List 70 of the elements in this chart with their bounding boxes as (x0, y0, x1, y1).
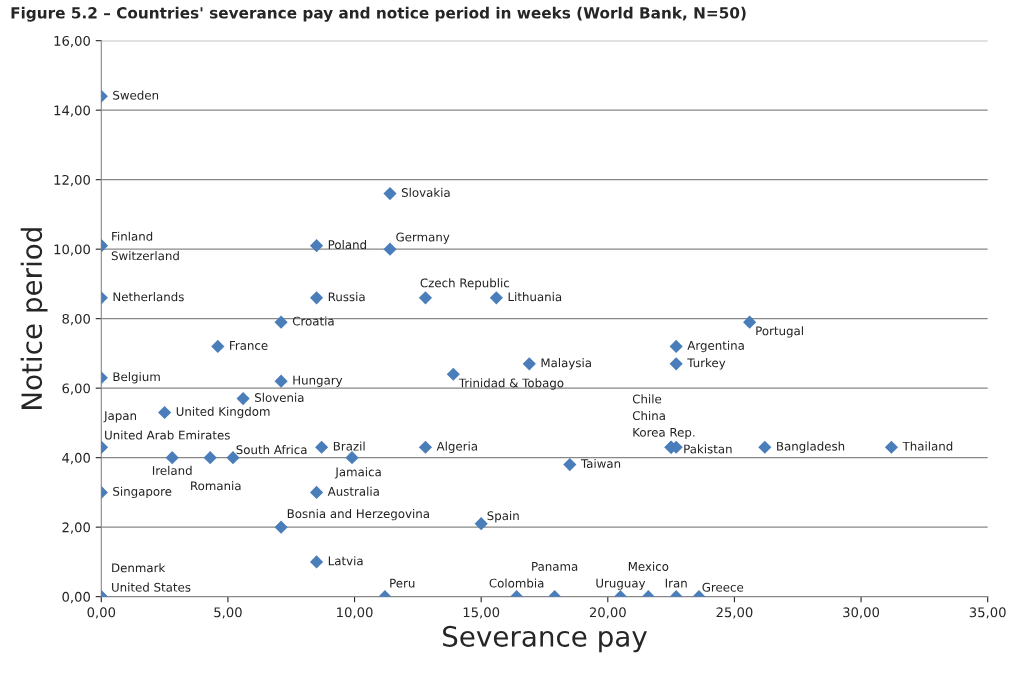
data-label: Malaysia (541, 358, 591, 370)
y-tick-label: 4,00 (62, 452, 91, 465)
data-label: Switzerland (111, 251, 179, 261)
data-label: Romania (191, 481, 241, 491)
data-label: Uruguay (596, 578, 646, 590)
data-label: South Africa (236, 444, 307, 455)
y-tick-label: 2,00 (62, 522, 91, 534)
y-tick-label: 10,00 (54, 244, 91, 256)
data-label: Algeria (436, 441, 477, 453)
x-tick-label: 25,00 (716, 607, 753, 619)
data-label: Croatia (292, 316, 334, 326)
y-tick-label: 6,00 (62, 383, 91, 395)
chart-title: Figure 5.2 – Countries' severance pay and notice period in weeks (World Bank, N=50) (11, 6, 746, 22)
data-label: Portugal (756, 326, 803, 338)
x-tick-label: 15,00 (463, 607, 500, 619)
data-label: Slovenia (255, 392, 304, 402)
data-label: Germany (396, 232, 450, 244)
data-label: Greece (702, 582, 744, 592)
y-tick-label: 0,00 (62, 591, 91, 604)
data-label: Singapore (113, 486, 172, 499)
y-tick-label: 14,00 (54, 105, 91, 117)
x-tick-label: 10,00 (337, 607, 373, 619)
data-label: Spain (487, 511, 519, 523)
x-tick-label: 5,00 (214, 607, 242, 619)
data-label: Czech Republic (420, 278, 510, 290)
data-label: Chile (632, 394, 662, 404)
data-label: Brazil (333, 441, 365, 451)
data-label: Poland (328, 239, 367, 250)
data-label: United Kingdom (176, 406, 270, 419)
data-label: Iran (665, 578, 687, 588)
x-tick-label: 30,00 (843, 607, 880, 619)
data-label: Finland (112, 231, 153, 241)
data-label: Turkey (687, 358, 726, 370)
data-label: Argentina (687, 340, 744, 353)
data-label: Russia (328, 292, 365, 302)
data-label: Taiwan (580, 458, 621, 469)
data-label: Thailand (902, 441, 953, 451)
data-label: Latvia (328, 556, 363, 566)
data-label: United Arab Emirates (105, 430, 230, 440)
data-label: Slovakia (401, 187, 450, 197)
data-label: Sweden (113, 90, 159, 100)
data-label: Mexico (628, 561, 669, 571)
data-label: Lithuania (508, 292, 562, 302)
data-label: United States (112, 582, 191, 592)
data-label: Bangladesh (777, 441, 845, 453)
data-label: Denmark (112, 563, 166, 573)
data-label: Ireland (152, 465, 192, 475)
y-axis-title: Notice period (20, 228, 48, 409)
data-label: Jamaica (334, 467, 381, 479)
data-label: Peru (390, 578, 415, 588)
data-label: Trinidad & Tobago (458, 378, 564, 390)
x-tick-label: 20,00 (589, 607, 626, 619)
y-tick-label: 8,00 (62, 313, 91, 326)
data-label: Colombia (489, 578, 544, 588)
data-label: France (230, 341, 268, 350)
data-label: Netherlands (113, 292, 184, 302)
x-tick-label: 0,00 (87, 607, 116, 619)
y-tick-label: 12,00 (54, 174, 91, 187)
data-label: Belgium (113, 372, 160, 384)
data-label: Pakistan (684, 444, 732, 454)
data-label: Panama (532, 562, 578, 571)
data-label: Japan (103, 411, 136, 423)
data-label: Korea Rep. (633, 427, 695, 440)
y-tick-label: 16,00 (54, 35, 91, 48)
data-label: Australia (327, 486, 379, 496)
x-tick-label: 35,00 (969, 607, 1006, 619)
data-label: China (632, 410, 665, 421)
data-label: Hungary (293, 375, 343, 387)
data-label: Bosnia and Herzegovina (287, 508, 429, 521)
x-axis-title: Severance pay (443, 625, 647, 653)
